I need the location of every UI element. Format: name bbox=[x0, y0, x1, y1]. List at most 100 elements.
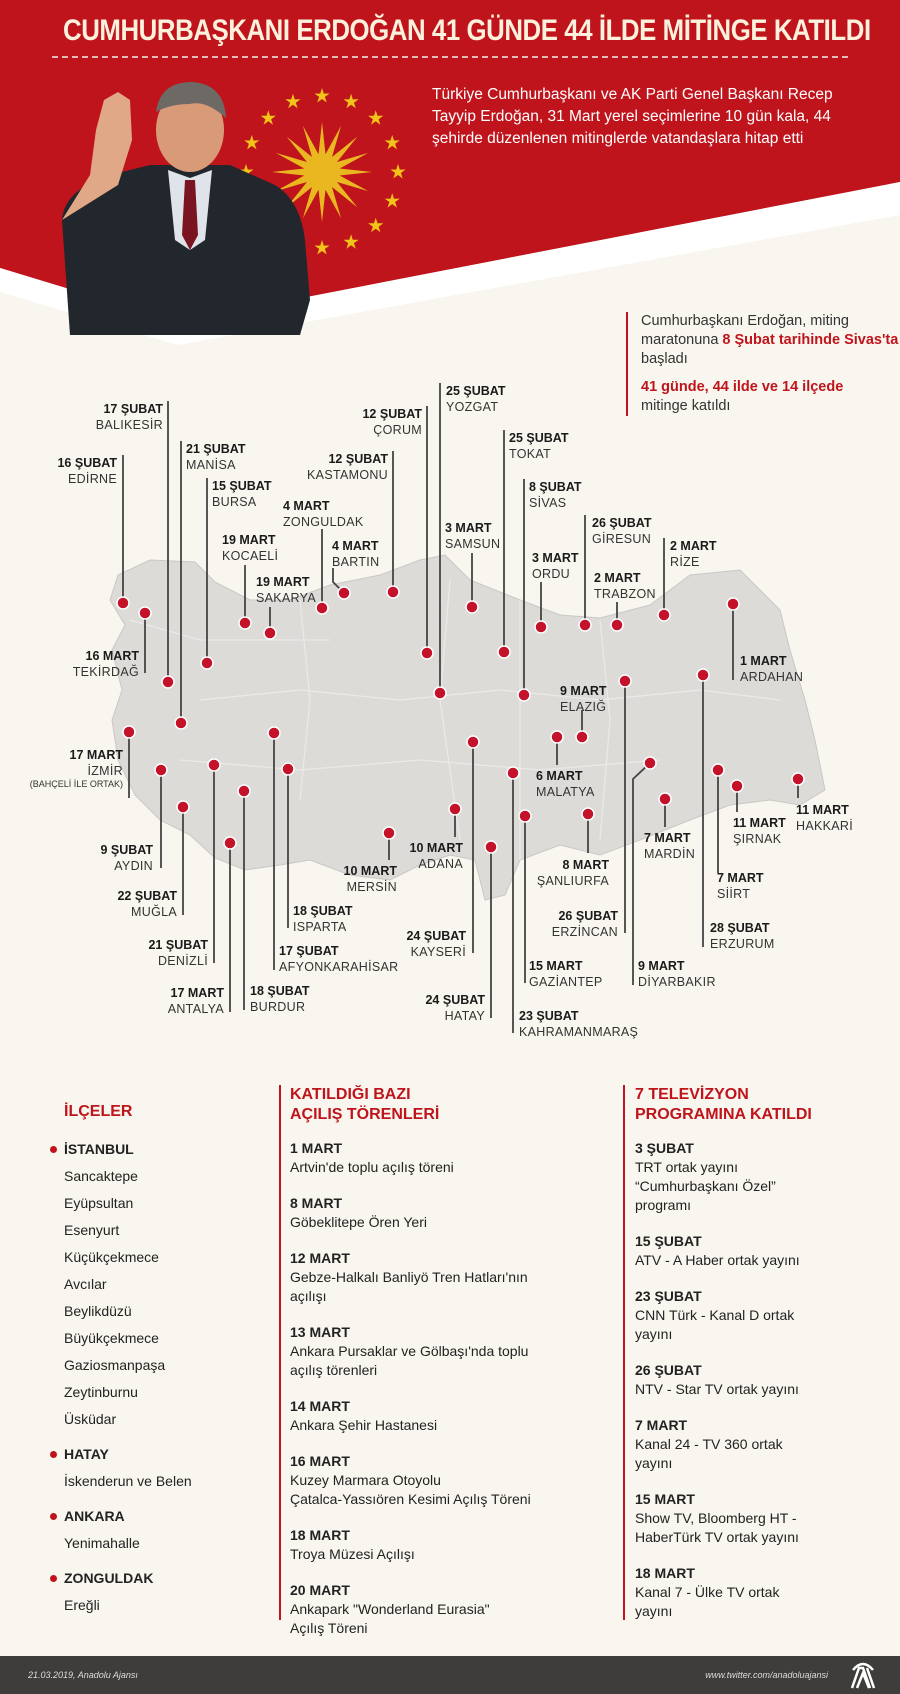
rally-pin-27[interactable] bbox=[518, 809, 532, 823]
district-item: Yenimahalle bbox=[64, 1535, 140, 1551]
rally-pin-33[interactable] bbox=[730, 779, 744, 793]
rally-pin-42[interactable] bbox=[281, 762, 295, 776]
rally-pin-39[interactable] bbox=[223, 836, 237, 850]
pin-label: 7 MART MARDİN bbox=[644, 830, 695, 862]
rally-pin-20[interactable] bbox=[696, 668, 710, 682]
tv-entry: 23 ŞUBAT CNN Türk - Kanal D ortak yayını bbox=[635, 1287, 855, 1344]
pin-date: 25 ŞUBAT bbox=[509, 431, 569, 445]
pin-date: 15 MART bbox=[529, 959, 583, 973]
entry-text: Kuzey Marmara Otoyolu bbox=[290, 1472, 441, 1488]
rally-pin-24[interactable] bbox=[466, 735, 480, 749]
rally-pin-1[interactable] bbox=[138, 606, 152, 620]
rally-pin-9[interactable] bbox=[386, 585, 400, 599]
star-icon bbox=[244, 134, 260, 150]
pin-date: 15 ŞUBAT bbox=[212, 479, 272, 493]
pin-city: ÇORUM bbox=[373, 423, 422, 437]
rally-pin-41[interactable] bbox=[267, 726, 281, 740]
entry-text: Göbeklitepe Ören Yeri bbox=[290, 1214, 427, 1230]
pin-city: KAHRAMANMARAŞ bbox=[519, 1025, 639, 1039]
rally-pin-22[interactable] bbox=[575, 730, 589, 744]
rally-pin-10[interactable] bbox=[420, 646, 434, 660]
rally-pin-38[interactable] bbox=[207, 758, 221, 772]
pin-label: 24 ŞUBAT KAYSERİ bbox=[406, 928, 466, 960]
entry-text: “Cumhurbaşkanı Özel” bbox=[635, 1178, 776, 1194]
rally-pin-15[interactable] bbox=[534, 620, 548, 634]
pin-date: 19 MART bbox=[222, 533, 276, 547]
rally-pin-40[interactable] bbox=[237, 784, 251, 798]
pin-date: 26 ŞUBAT bbox=[592, 516, 652, 530]
rally-pin-37[interactable] bbox=[176, 800, 190, 814]
entry-date: 13 MART bbox=[290, 1324, 350, 1340]
callout-start: Cumhurbaşkanı Erdoğan, miting maratonuna… bbox=[641, 313, 899, 367]
rally-pin-2[interactable] bbox=[161, 675, 175, 689]
rally-pin-4[interactable] bbox=[200, 656, 214, 670]
pin-date: 11 MART bbox=[796, 803, 849, 817]
rally-pin-21[interactable] bbox=[618, 674, 632, 688]
tv-entry: 18 MART Kanal 7 - Ülke TV ortak yayını bbox=[635, 1564, 855, 1621]
pin-label: 6 MART MALATYA bbox=[536, 768, 595, 800]
rally-pin-31[interactable] bbox=[658, 792, 672, 806]
district-item: Sancaktepe bbox=[64, 1168, 138, 1184]
rally-pin-43[interactable] bbox=[382, 826, 396, 840]
rally-pin-23[interactable] bbox=[550, 730, 564, 744]
rally-pin-29[interactable] bbox=[581, 807, 595, 821]
entry-text: açılışı bbox=[290, 1288, 327, 1304]
star-icon bbox=[260, 110, 276, 125]
entry-text: Kanal 7 - Ülke TV ortak bbox=[635, 1584, 780, 1600]
rally-pin-17[interactable] bbox=[610, 618, 624, 632]
rally-pin-12[interactable] bbox=[497, 645, 511, 659]
rally-pin-8[interactable] bbox=[337, 586, 351, 600]
twitter-link[interactable]: www.twitter.com/anadoluajansi bbox=[705, 1670, 828, 1680]
rally-pin-19[interactable] bbox=[726, 597, 740, 611]
rally-pin-28[interactable] bbox=[484, 840, 498, 854]
rally-pin-30[interactable] bbox=[643, 756, 657, 770]
pin-city: BURSA bbox=[212, 495, 257, 509]
rally-pin-34[interactable] bbox=[791, 772, 805, 786]
openings-entry: 20 MART Ankapark "Wonderland Eurasia" Açıl… bbox=[290, 1581, 620, 1638]
rally-pin-18[interactable] bbox=[657, 608, 671, 622]
hero-banner bbox=[0, 0, 900, 345]
rally-pin-36[interactable] bbox=[154, 763, 168, 777]
entry-date: 8 MART bbox=[290, 1195, 343, 1211]
pin-city: ŞIRNAK bbox=[733, 832, 782, 846]
rally-pin-16[interactable] bbox=[578, 618, 592, 632]
pin-label: 9 MART DİYARBAKIR bbox=[638, 958, 716, 990]
pin-label: 2 MART RİZE bbox=[670, 538, 717, 570]
pin-date: 1 MART bbox=[740, 654, 787, 668]
pin-date: 3 MART bbox=[445, 521, 492, 535]
pin-city: GİRESUN bbox=[592, 532, 652, 546]
pin-city: GAZİANTEP bbox=[529, 975, 603, 989]
pin-date: 7 MART bbox=[717, 871, 764, 885]
pin-city: ORDU bbox=[532, 567, 571, 581]
entry-text: yayını bbox=[635, 1326, 673, 1342]
rally-pin-32[interactable] bbox=[711, 763, 725, 777]
pin-date: 6 MART bbox=[536, 769, 583, 783]
entry-text: Gebze-Halkalı Banliyö Tren Hatları'nın bbox=[290, 1269, 528, 1285]
rally-pin-7[interactable] bbox=[315, 601, 329, 615]
entry-date: 7 MART bbox=[635, 1417, 688, 1433]
pin-city: AFYONKARAHİSAR bbox=[279, 960, 399, 974]
pin-label: 7 MART SİİRT bbox=[717, 870, 764, 902]
entry-text: TRT ortak yayını bbox=[635, 1159, 738, 1175]
openings-entry: 14 MART Ankara Şehir Hastanesi bbox=[290, 1397, 620, 1435]
rally-pin-35[interactable] bbox=[122, 725, 136, 739]
rally-pin-3[interactable] bbox=[174, 716, 188, 730]
pin-city: ŞANLIURFA bbox=[536, 874, 609, 888]
entry-text: Kanal 24 - TV 360 ortak bbox=[635, 1436, 783, 1452]
rally-pin-6[interactable] bbox=[263, 626, 277, 640]
entry-text: NTV - Star TV ortak yayını bbox=[635, 1381, 799, 1397]
summary-callout: Cumhurbaşkanı Erdoğan, miting maratonuna… bbox=[626, 312, 900, 416]
pin-city: MARDİN bbox=[644, 847, 696, 861]
rally-pin-14[interactable] bbox=[517, 688, 531, 702]
rally-pin-26[interactable] bbox=[448, 802, 462, 816]
rally-pin-5[interactable] bbox=[238, 616, 252, 630]
pin-label: 1 MART ARDAHAN bbox=[740, 653, 803, 685]
star-icon bbox=[343, 93, 359, 109]
star-icon bbox=[384, 193, 400, 208]
rally-pin-11[interactable] bbox=[433, 686, 447, 700]
pin-label: 15 MART GAZİANTEP bbox=[529, 958, 603, 990]
rally-pin-25[interactable] bbox=[506, 766, 520, 780]
rally-pin-13[interactable] bbox=[465, 600, 479, 614]
rally-pin-0[interactable] bbox=[116, 596, 130, 610]
pin-label: 25 ŞUBAT TOKAT bbox=[509, 430, 569, 462]
